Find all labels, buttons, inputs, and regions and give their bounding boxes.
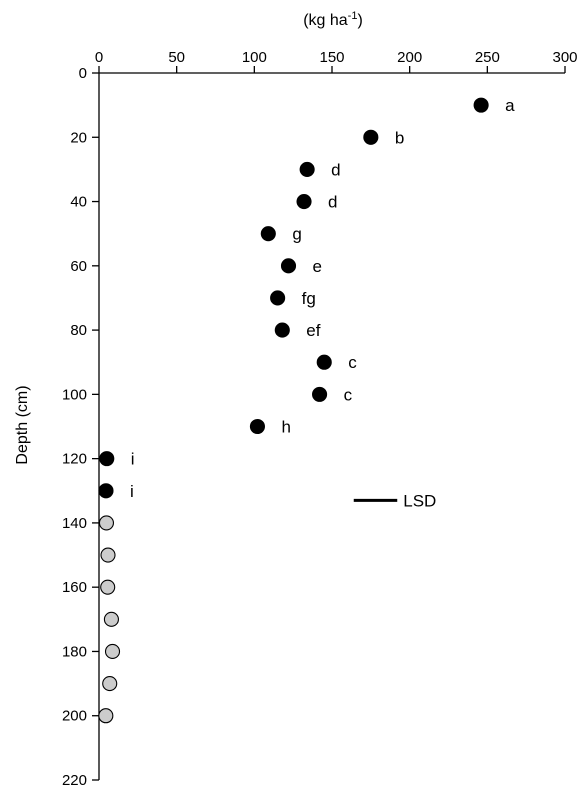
axes: 0 50 100 150 200 250 300 0 20 40 60 80 100 120 140 160 1… [62, 49, 578, 787]
y-tick-label: 160 [62, 579, 87, 596]
y-tick-label: 140 [62, 515, 87, 532]
point-label: fg [302, 289, 316, 308]
point-label: i [131, 450, 135, 469]
x-tick-label: 100 [242, 49, 267, 66]
point-label: i [130, 482, 134, 501]
point-label: e [313, 257, 322, 276]
y-tick-label: 60 [70, 258, 87, 275]
data-point [274, 322, 290, 338]
data-point [249, 418, 265, 435]
data-point [316, 354, 332, 370]
data-point [473, 97, 489, 113]
y-tick-label: 20 [70, 129, 87, 146]
y-tick-label: 80 [70, 322, 87, 339]
y-tick-label: 220 [62, 772, 87, 787]
point-label: ef [306, 321, 320, 340]
y-axis-title: Depth (cm) [14, 385, 31, 464]
lsd-label: LSD [403, 491, 436, 510]
data-marks: a b dd ge fg ef cc h ii LSD [98, 96, 515, 724]
data-point-open [98, 515, 115, 531]
point-label: a [505, 96, 515, 115]
data-point [260, 226, 276, 242]
y-tick-label: 120 [62, 451, 87, 468]
data-point-open [104, 643, 121, 660]
data-point-open [102, 676, 118, 692]
data-point-open [100, 579, 116, 595]
data-point [296, 193, 312, 210]
data-point [98, 483, 114, 499]
y-tick-label: 200 [62, 708, 87, 725]
point-label: c [348, 353, 357, 372]
y-tick-label: 40 [70, 194, 87, 211]
point-label: d [328, 193, 337, 212]
data-point-open [103, 611, 119, 627]
y-tick-label: 0 [79, 65, 87, 82]
x-tick-label: 200 [397, 49, 422, 66]
point-label: b [395, 128, 404, 147]
x-tick-label: 250 [475, 49, 500, 66]
data-point [312, 386, 328, 402]
point-label: d [331, 160, 340, 179]
x-tick-label: 300 [552, 49, 577, 66]
point-label: c [344, 385, 353, 404]
data-point [299, 161, 315, 177]
data-point [280, 258, 297, 274]
x-tick-label: 50 [168, 49, 185, 66]
data-point [99, 451, 115, 467]
y-tick-label: 180 [62, 643, 87, 660]
data-point [270, 290, 286, 306]
data-point-open [100, 547, 116, 563]
y-tick-label: 100 [62, 386, 87, 403]
data-point-open [98, 708, 114, 724]
point-label: g [292, 225, 301, 244]
x-tick-label: 0 [95, 49, 103, 66]
data-point [363, 129, 379, 145]
point-label: h [281, 418, 290, 437]
x-axis-title: (kg ha-1) [303, 10, 363, 29]
x-tick-label: 150 [319, 49, 344, 66]
